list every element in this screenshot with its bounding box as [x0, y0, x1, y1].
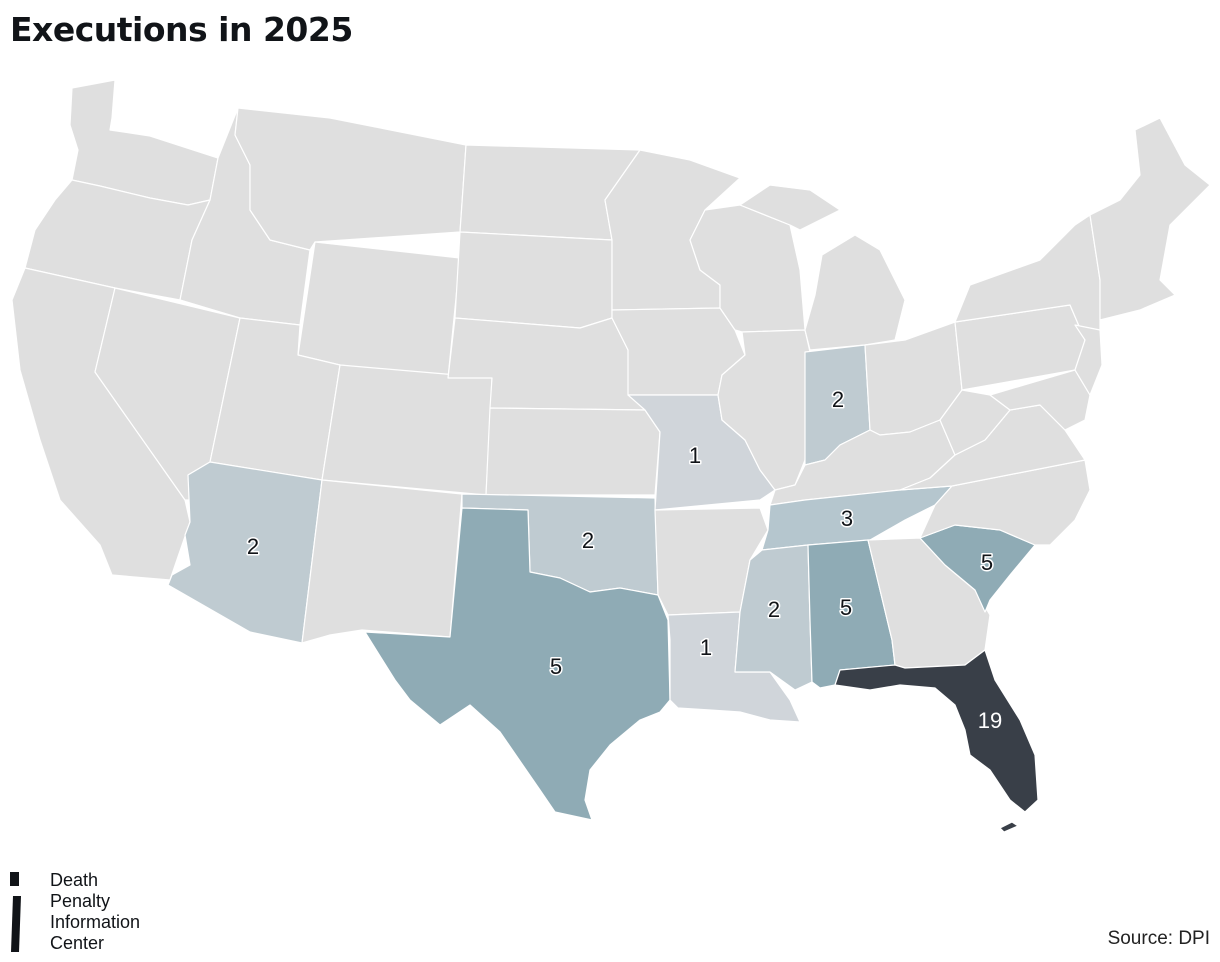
logo-line-2: Penalty	[50, 891, 111, 911]
logo-line-3: Information	[50, 912, 141, 932]
label-oklahoma: 2	[582, 528, 594, 553]
state-montana	[234, 107, 467, 251]
label-missouri: 1	[689, 443, 701, 468]
logo-text: Death Penalty Information Center	[50, 870, 140, 954]
state-kansas	[485, 407, 661, 496]
state-wyoming	[297, 241, 461, 379]
state-michigan	[804, 234, 906, 351]
state-new-england	[1089, 117, 1211, 321]
label-indiana: 2	[832, 387, 844, 412]
label-tennessee: 3	[841, 506, 853, 531]
logo-mark-icon	[10, 872, 21, 952]
state-colorado	[321, 364, 493, 496]
base-states	[11, 79, 1211, 833]
state-north-carolina	[919, 459, 1091, 546]
dpic-logo: Death Penalty Information Center	[10, 870, 190, 956]
label-florida: 19	[978, 708, 1002, 733]
state-arizona	[167, 461, 323, 644]
logo-line-4: Center	[50, 933, 105, 953]
label-mississippi: 2	[768, 597, 780, 622]
label-texas: 5	[550, 654, 562, 679]
state-texas	[364, 507, 671, 821]
source-note: Source: DPI	[1107, 928, 1210, 949]
label-arizona: 2	[247, 534, 259, 559]
state-labels: 2 2 5 1 1 2 3 2 5 5 19	[245, 385, 1003, 734]
label-louisiana: 1	[700, 635, 712, 660]
logo-line-1: Death	[50, 870, 99, 890]
state-michigan-upper	[739, 184, 841, 231]
state-tennessee	[761, 485, 953, 551]
label-alabama: 5	[840, 595, 852, 620]
state-new-jersey	[1074, 324, 1103, 396]
chart-title: Executions in 2025	[10, 10, 353, 49]
state-florida	[834, 649, 1039, 813]
state-florida-keys	[999, 821, 1019, 833]
state-new-mexico	[301, 479, 463, 644]
label-south-carolina: 5	[981, 550, 993, 575]
state-south-dakota	[454, 231, 613, 329]
